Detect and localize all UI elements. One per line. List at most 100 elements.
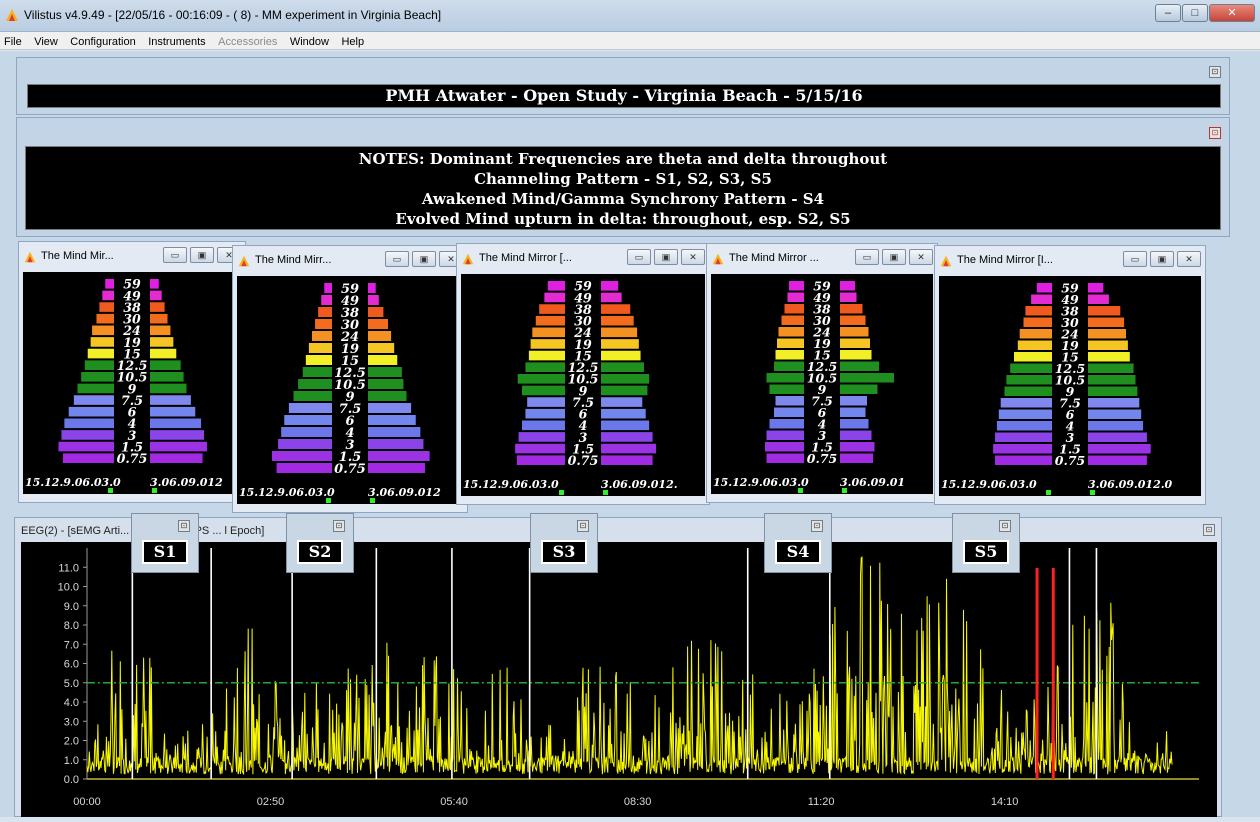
mm-left-bar bbox=[62, 453, 114, 463]
maximize-button[interactable]: □ bbox=[1182, 4, 1208, 22]
notes-panel-close-icon[interactable]: ⊡ bbox=[1209, 127, 1221, 139]
x-tick-label: 11:20 bbox=[808, 796, 835, 808]
mm-band-label: 7.5 bbox=[1059, 396, 1081, 411]
mm-right-bar bbox=[150, 302, 165, 312]
close-icon[interactable]: ⊡ bbox=[811, 520, 823, 532]
mm-left-bar bbox=[530, 339, 565, 349]
y-tick-label: 8.0 bbox=[64, 620, 79, 632]
header-panel-close-icon[interactable]: ⊡ bbox=[1209, 66, 1221, 78]
menu-view[interactable]: View bbox=[34, 36, 58, 48]
title-bar: Vilistus v4.9.49 - [22/05/16 - 00:16:09 … bbox=[0, 0, 1260, 32]
mm-right-bar bbox=[368, 331, 392, 341]
mm-band-label: 7.5 bbox=[339, 402, 362, 417]
menu-window[interactable]: Window bbox=[289, 36, 329, 48]
mm-right-bar bbox=[840, 315, 866, 325]
mm-left-bar bbox=[1010, 363, 1052, 373]
mm-right-bar bbox=[601, 443, 657, 454]
mm-left-bar bbox=[766, 453, 804, 463]
close-icon[interactable]: ✕ bbox=[909, 249, 933, 265]
mm-band-label: 4 bbox=[128, 416, 137, 431]
eeg-window-close-icon[interactable]: ⊡ bbox=[1203, 524, 1215, 536]
mm-left-marker bbox=[326, 498, 331, 503]
minimize-icon[interactable]: ▭ bbox=[385, 251, 409, 267]
mm-band-label: 38 bbox=[341, 306, 359, 321]
close-icon[interactable]: ✕ bbox=[681, 249, 705, 265]
menu-instruments[interactable]: Instruments bbox=[148, 36, 206, 48]
menu-bar: File View Configuration Instruments Acce… bbox=[0, 32, 1260, 50]
mm-right-bar bbox=[150, 383, 187, 394]
restore-icon[interactable]: ▣ bbox=[654, 249, 678, 265]
mm-band-label: 30 bbox=[574, 314, 592, 329]
mm-band-label: 24 bbox=[1060, 327, 1078, 342]
close-button[interactable]: ✕ bbox=[1209, 4, 1255, 22]
menu-file[interactable]: File bbox=[4, 36, 22, 48]
y-tick-label: 0.0 bbox=[64, 774, 79, 786]
app-logo-icon bbox=[238, 255, 250, 267]
mm-right-bar bbox=[840, 327, 869, 337]
mm-right-bar bbox=[150, 406, 196, 417]
y-tick-label: 6.0 bbox=[64, 659, 79, 671]
minimize-icon[interactable]: ▭ bbox=[855, 249, 879, 265]
mm-right-bar bbox=[840, 281, 855, 291]
mm-right-bar bbox=[150, 313, 168, 324]
mm-left-bar bbox=[525, 362, 565, 372]
mm-left-bar bbox=[769, 419, 804, 429]
mm-band-label: 1.5 bbox=[121, 439, 143, 454]
mm-right-bar bbox=[1088, 340, 1128, 350]
restore-icon[interactable]: ▣ bbox=[1150, 251, 1174, 267]
mm-right-bar bbox=[601, 281, 619, 291]
mm-right-bar bbox=[368, 451, 430, 461]
mm-left-bar bbox=[539, 304, 565, 314]
minimize-icon[interactable]: ▭ bbox=[1123, 251, 1147, 267]
mm-right-bar bbox=[840, 442, 875, 452]
close-icon[interactable]: ⊡ bbox=[333, 520, 345, 532]
close-icon[interactable]: ⊡ bbox=[577, 520, 589, 532]
mm-right-bar bbox=[150, 453, 203, 463]
restore-icon[interactable]: ▣ bbox=[882, 249, 906, 265]
mind-mirror-display: 59 49 38 30 24 19 15 12.5 10.5 9 7.5 6 4 3 1.5 0.75 15.1… bbox=[939, 276, 1201, 496]
mm-left-bar bbox=[778, 327, 804, 337]
close-icon[interactable]: ⊡ bbox=[178, 520, 190, 532]
session-label-window: ⊡ S2 bbox=[286, 513, 354, 573]
close-icon[interactable]: ⊡ bbox=[999, 520, 1011, 532]
mm-right-bar bbox=[150, 395, 191, 405]
restore-icon[interactable]: ▣ bbox=[190, 247, 214, 263]
mm-left-bar bbox=[84, 360, 114, 370]
session-label-window: ⊡ S4 bbox=[764, 513, 832, 573]
y-tick-label: 7.0 bbox=[64, 639, 79, 651]
mm-right-bar bbox=[368, 463, 425, 473]
mm-right-bar bbox=[601, 339, 639, 349]
mm-left-bar bbox=[781, 315, 804, 325]
mm-band-label: 10.5 bbox=[807, 371, 837, 386]
menu-configuration[interactable]: Configuration bbox=[70, 36, 136, 48]
menu-accessories[interactable]: Accessories bbox=[218, 36, 278, 48]
mm-band-label: 19 bbox=[813, 336, 831, 351]
session-label: S5 bbox=[963, 540, 1009, 564]
mm-right-bar bbox=[1088, 329, 1126, 339]
mm-band-label: 19 bbox=[341, 342, 359, 357]
close-icon[interactable]: ✕ bbox=[1177, 251, 1201, 267]
menu-help[interactable]: Help bbox=[341, 36, 365, 48]
mm-right-bar bbox=[150, 360, 181, 370]
mm-right-bar bbox=[601, 304, 631, 314]
mm-band-label: 24 bbox=[340, 330, 359, 345]
mm-right-bar bbox=[368, 295, 379, 305]
mm-band-label: 15 bbox=[1061, 350, 1078, 365]
mm-band-label: 12.5 bbox=[334, 366, 366, 381]
mm-right-marker bbox=[1090, 490, 1095, 495]
minimize-button[interactable]: ‒ bbox=[1155, 4, 1181, 22]
mm-left-bar bbox=[305, 355, 332, 365]
restore-icon[interactable]: ▣ bbox=[412, 251, 436, 267]
mm-left-bar bbox=[298, 379, 332, 389]
mind-mirror-window-2: The Mind Mirr... ▭ ▣ ✕ 59 49 38 30 24 19 15 12.5 1… bbox=[232, 245, 468, 513]
mm-right-marker bbox=[370, 498, 375, 503]
mm-right-bar bbox=[150, 325, 171, 336]
mm-band-label: 10.5 bbox=[334, 378, 366, 393]
minimize-icon[interactable]: ▭ bbox=[163, 247, 187, 263]
mm-band-label: 9 bbox=[579, 383, 588, 398]
mm-right-bar bbox=[601, 362, 644, 372]
minimize-icon[interactable]: ▭ bbox=[627, 249, 651, 265]
mm-right-bar bbox=[150, 337, 174, 347]
mm-band-label: 6 bbox=[1066, 407, 1075, 422]
mm-band-label: 30 bbox=[813, 313, 831, 328]
